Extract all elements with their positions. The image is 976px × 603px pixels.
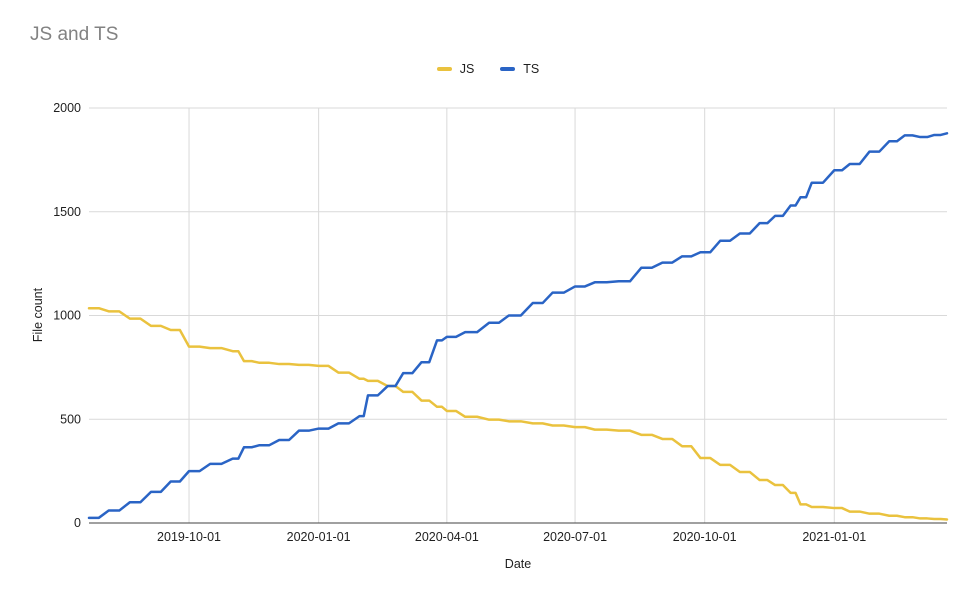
legend-swatch-js	[436, 67, 452, 71]
x-axis-title: Date	[504, 557, 532, 571]
series-line-js	[87, 306, 949, 521]
legend-item-js: JS	[436, 62, 475, 76]
y-tick-label: 2000	[53, 101, 81, 115]
y-tick-label: 1500	[53, 205, 81, 219]
legend-item-ts: TS	[500, 62, 539, 76]
x-tick-label: 2020-01-01	[287, 530, 351, 544]
y-tick-label: 500	[60, 412, 81, 426]
y-tick-label: 0	[74, 516, 81, 530]
legend: JS TS	[0, 62, 976, 76]
x-tick-label: 2020-04-01	[415, 530, 479, 544]
chart-title: JS and TS	[30, 24, 119, 45]
x-tick-label: 2019-10-01	[157, 530, 221, 544]
legend-label-js: JS	[459, 62, 475, 76]
legend-swatch-ts	[500, 67, 516, 71]
series-line-ts	[87, 132, 949, 520]
x-tick-label: 2020-07-01	[543, 530, 607, 544]
y-tick-label: 1000	[53, 309, 81, 323]
legend-label-ts: TS	[523, 62, 540, 76]
x-tick-label: 2021-01-01	[802, 530, 866, 544]
x-tick-label: 2020-10-01	[673, 530, 737, 544]
